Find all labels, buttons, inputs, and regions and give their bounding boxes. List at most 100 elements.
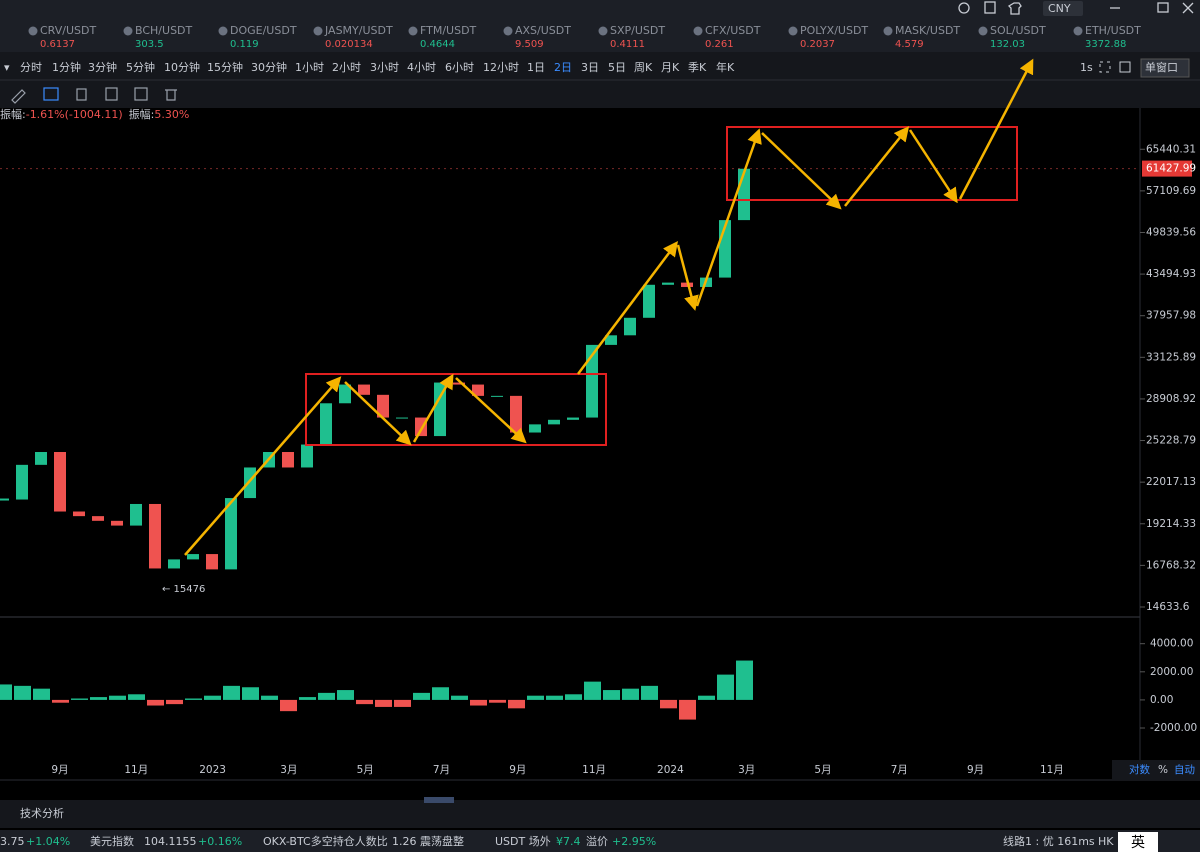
timeframe[interactable]: 3分钟 <box>88 60 117 74</box>
layout[interactable] <box>1119 61 1131 73</box>
coin-icon <box>693 26 703 36</box>
candle <box>130 503 142 526</box>
x-tick-label: 2024 <box>657 764 684 776</box>
delete-tool[interactable] <box>165 89 177 101</box>
timeframe[interactable]: 1小时 <box>295 61 324 74</box>
panel-tab[interactable]: 技术分析 <box>20 806 64 820</box>
status-bar <box>0 830 1200 852</box>
timeframe[interactable]: 1分钟 <box>52 60 81 74</box>
timeframe[interactable]: 3日 <box>581 61 599 74</box>
macd-bar <box>698 695 715 700</box>
y-tick-label: -2000.00 <box>1150 722 1197 734</box>
scale-option[interactable]: % <box>1158 764 1168 776</box>
timeframe[interactable]: 月K <box>661 61 680 74</box>
macd-bar <box>736 660 753 700</box>
ticker-price: 0.261 <box>705 39 734 50</box>
dropdown-arrow[interactable]: ▾ <box>4 61 10 74</box>
y-tick-label: 57109.69 <box>1146 185 1196 197</box>
lock-icon[interactable] <box>984 1 996 14</box>
macd-bar <box>242 687 259 700</box>
lock-tool[interactable] <box>76 88 87 101</box>
stats: 振幅:-1.61%(-1004.11) 振幅:5.30% <box>0 107 189 121</box>
view-icons <box>1099 61 1131 73</box>
refresh-rate[interactable]: 1s <box>1080 61 1093 74</box>
timeframe[interactable]: 4小时 <box>407 61 436 74</box>
timeframe[interactable]: 12小时 <box>483 61 519 74</box>
candle <box>282 452 294 468</box>
status-label: 溢价 <box>586 834 608 848</box>
coin-icon <box>123 26 133 36</box>
macd-bar <box>489 699 506 703</box>
status-label: 美元指数 <box>90 834 134 848</box>
coin-icon <box>28 26 38 36</box>
candle <box>320 403 332 445</box>
status-value: +2.95% <box>612 835 656 848</box>
copy-tool[interactable] <box>105 87 118 101</box>
macd-bar <box>128 694 145 700</box>
ticker-price: 132.03 <box>990 39 1025 50</box>
arrow <box>184 376 342 556</box>
fullscreen[interactable] <box>1099 61 1111 73</box>
macd-bar <box>204 695 221 700</box>
bell-icon[interactable] <box>958 2 970 14</box>
scale-option[interactable]: 自动 <box>1174 763 1195 776</box>
timeframe[interactable]: 3小时 <box>370 61 399 74</box>
y-tick-label: 37957.98 <box>1146 310 1196 322</box>
timeframe[interactable]: 15分钟 <box>207 60 243 74</box>
y-tick-label: 22017.13 <box>1146 476 1196 488</box>
macd-bar <box>280 699 297 712</box>
coin-icon <box>883 26 893 36</box>
range-box <box>726 126 1018 201</box>
pen-tool[interactable] <box>11 89 26 104</box>
timeframe[interactable]: 5分钟 <box>126 60 155 74</box>
close[interactable] <box>1182 2 1194 14</box>
y-tick-label: 14633.6 <box>1146 601 1190 613</box>
candle <box>681 282 693 287</box>
ticker-price: 0.119 <box>230 39 259 50</box>
timeframe[interactable]: 2小时 <box>332 61 361 74</box>
candle <box>453 382 465 385</box>
ticker-price: 9.509 <box>515 39 544 50</box>
candle <box>586 344 598 418</box>
macd-bar <box>470 699 487 706</box>
region: HK <box>1098 835 1114 848</box>
macd-bar <box>14 685 31 700</box>
candle <box>662 282 674 285</box>
window-select[interactable] <box>1140 58 1190 78</box>
currency-select[interactable] <box>1043 1 1083 16</box>
timeframe[interactable]: 分时 <box>20 61 42 74</box>
edit-tool[interactable] <box>134 87 148 101</box>
macd-bar <box>318 692 335 700</box>
timeframe[interactable]: 30分钟 <box>251 60 287 74</box>
price-tag <box>1142 160 1192 177</box>
timeframe[interactable]: 季K <box>688 61 707 74</box>
x-tick-label: 11月 <box>1040 764 1064 776</box>
timeframe[interactable]: 6小时 <box>445 61 474 74</box>
scale-option[interactable]: 对数 <box>1129 763 1151 776</box>
macd-bar <box>261 695 278 700</box>
stat-label: 振幅: <box>0 107 26 121</box>
status-state: 震荡盘整 <box>420 834 464 848</box>
candle <box>16 464 28 500</box>
panel-handle[interactable] <box>424 797 454 803</box>
timeframe[interactable]: 2日 <box>554 61 572 74</box>
ime-box[interactable] <box>1118 832 1158 852</box>
timeframe[interactable]: 1日 <box>527 61 545 74</box>
restore[interactable] <box>1157 2 1169 13</box>
timeframe[interactable]: 周K <box>634 61 653 74</box>
candle <box>377 394 389 418</box>
timeframe[interactable]: 年K <box>716 60 735 74</box>
macd-bar <box>451 695 468 700</box>
timeframe[interactable]: 5日 <box>608 61 626 74</box>
coin-icon <box>978 26 988 36</box>
price-tag-label: 61427.99 <box>1146 163 1196 175</box>
timeframe[interactable]: 10分钟 <box>164 60 200 74</box>
x-tick-label: 3月 <box>738 764 755 776</box>
candle-tool[interactable] <box>43 87 59 101</box>
shirt-icon[interactable] <box>1007 2 1022 15</box>
y-tick-label: 0.00 <box>1150 694 1173 706</box>
candle <box>396 417 408 419</box>
stat-value: 5.30% <box>154 108 189 121</box>
y-tick-label: 25228.79 <box>1146 435 1196 447</box>
x-tick-label: 5月 <box>814 764 831 776</box>
